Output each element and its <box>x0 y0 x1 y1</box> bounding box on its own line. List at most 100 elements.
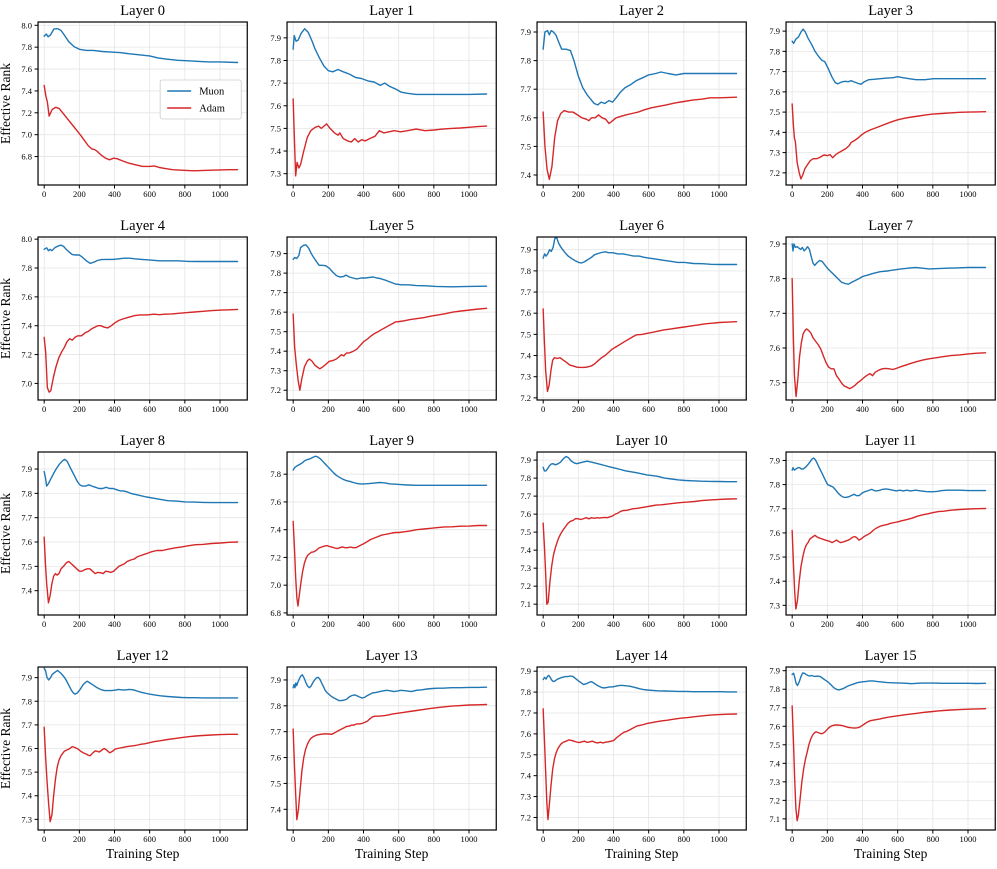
muon-line <box>43 244 239 265</box>
subplot-title: Layer 2 <box>619 3 664 19</box>
x-tick-label: 1000 <box>959 834 976 844</box>
adam-line <box>791 103 986 180</box>
subplot-layer-4: 7.0 7.2 7.4 7.6 7.8 8.0 0 200 400 600 800 1000 Layer… <box>0 215 249 430</box>
subplot-title: Layer 14 <box>615 648 668 664</box>
y-tick-label: 7.4 <box>520 771 531 781</box>
x-tick-label: 200 <box>821 619 834 629</box>
y-tick-label: 7.5 <box>21 767 32 777</box>
x-tick-label: 600 <box>143 189 156 199</box>
y-tick-label: 6.8 <box>271 608 282 618</box>
legend-box <box>159 79 242 120</box>
x-tick-label: 1000 <box>710 619 727 629</box>
chart-svg-layer-11: 7.3 7.4 7.5 7.6 7.7 7.8 7.9 0 200 400 600 800 1000 La… <box>769 433 996 629</box>
y-tick-label: 7.4 <box>769 127 780 137</box>
x-tick-label: 1000 <box>461 189 478 199</box>
x-tick-label: 1000 <box>710 189 727 199</box>
subplot-layer-1: 7.3 7.4 7.5 7.6 7.7 7.8 7.9 0 200 400 600 800 1000 La… <box>249 0 498 215</box>
adam-line <box>292 98 488 177</box>
x-tick-label: 0 <box>790 619 794 629</box>
x-tick-label: 0 <box>42 834 46 844</box>
y-tick-label: 7.5 <box>520 141 531 151</box>
x-tick-label: 200 <box>821 834 834 844</box>
y-tick-label: 7.5 <box>520 329 531 339</box>
x-tick-label: 400 <box>108 189 121 199</box>
x-tick-label: 600 <box>891 189 904 199</box>
x-tick-label: 1000 <box>211 619 228 629</box>
y-tick-label: 7.9 <box>271 249 282 259</box>
y-tick-label: 7.0 <box>21 378 32 388</box>
chart-svg-layer-1: 7.3 7.4 7.5 7.6 7.7 7.8 7.9 0 200 400 600 800 1000 La… <box>271 3 498 199</box>
subplot-layer-2: 7.4 7.5 7.6 7.7 7.8 7.9 0 200 400 600 800 1000 Layer… <box>499 0 748 215</box>
y-tick-label: 7.4 <box>520 170 531 180</box>
y-tick-label: 7.7 <box>769 703 780 713</box>
y-tick-label: 7.7 <box>769 308 780 318</box>
plot-border <box>37 451 248 616</box>
adam-line <box>43 726 239 823</box>
y-tick-label: 7.7 <box>520 708 531 718</box>
adam-line <box>541 308 737 393</box>
y-tick-label: 7.5 <box>769 107 780 117</box>
x-tick-label: 800 <box>677 834 690 844</box>
x-tick-label: 1000 <box>959 619 976 629</box>
y-tick-label: 7.9 <box>520 245 531 255</box>
subplot-title: Layer 3 <box>868 3 913 19</box>
y-tick-label: 7.5 <box>520 750 531 760</box>
y-tick-label: 7.3 <box>21 814 32 824</box>
y-tick-label: 7.6 <box>21 744 32 754</box>
adam-line <box>791 507 986 610</box>
y-tick-label: 7.2 <box>271 552 282 562</box>
muon-line <box>791 243 986 285</box>
y-tick-label: 7.0 <box>271 580 282 590</box>
y-tick-label: 7.8 <box>271 701 282 711</box>
chart-svg-layer-15: 7.1 7.2 7.3 7.4 7.5 7.6 7.7 7.8 7.9 0 200 400 600 800… <box>769 648 996 861</box>
y-tick-label: 7.8 <box>769 46 780 56</box>
x-tick-label: 0 <box>42 189 46 199</box>
x-tick-label: 800 <box>677 189 690 199</box>
x-tick-label: 400 <box>108 404 121 414</box>
y-tick-label: 7.4 <box>21 586 32 596</box>
y-tick-label: 7.0 <box>21 130 32 140</box>
x-tick-label: 400 <box>607 834 620 844</box>
chart-svg-layer-3: 7.2 7.3 7.4 7.5 7.6 7.7 7.8 7.9 0 200 400 600 800 100… <box>769 3 996 199</box>
x-tick-label: 1000 <box>959 189 976 199</box>
subplot-title: Layer 15 <box>864 648 916 664</box>
y-tick-label: 7.7 <box>271 288 282 298</box>
x-tick-label: 200 <box>571 189 584 199</box>
x-tick-label: 200 <box>322 619 335 629</box>
y-tick-label: 7.6 <box>21 537 32 547</box>
x-tick-label: 0 <box>291 404 295 414</box>
x-tick-label: 400 <box>856 189 869 199</box>
muon-line <box>541 674 737 693</box>
x-tick-label: 0 <box>291 619 295 629</box>
plot-border <box>286 666 498 831</box>
y-tick-label: 7.4 <box>271 346 282 356</box>
y-tick-label: 7.4 <box>21 791 32 801</box>
x-tick-label: 400 <box>856 404 869 414</box>
y-tick-label: 7.8 <box>21 42 32 52</box>
y-tick-label: 7.7 <box>520 287 531 297</box>
x-tick-label: 600 <box>891 834 904 844</box>
x-tick-label: 1000 <box>211 189 228 199</box>
y-tick-label: 7.4 <box>520 351 531 361</box>
x-tick-label: 400 <box>856 619 869 629</box>
y-tick-label: 7.7 <box>271 727 282 737</box>
y-tick-label: 7.6 <box>271 101 282 111</box>
y-tick-label: 7.3 <box>520 792 531 802</box>
y-tick-label: 7.9 <box>21 673 32 683</box>
y-tick-label: 7.8 <box>769 480 780 490</box>
muon-line <box>292 455 488 486</box>
y-tick-label: 7.9 <box>769 239 780 249</box>
y-tick-label: 7.8 <box>769 684 780 694</box>
muon-line <box>43 458 239 504</box>
x-tick-label: 600 <box>891 404 904 414</box>
x-tick-label: 200 <box>322 834 335 844</box>
y-tick-label: 7.8 <box>21 488 32 498</box>
muon-line <box>292 674 488 702</box>
x-tick-label: 200 <box>73 189 86 199</box>
x-tick-label: 1000 <box>710 404 727 414</box>
y-tick-label: 6.8 <box>21 152 32 162</box>
x-tick-label: 1000 <box>710 834 727 844</box>
x-tick-label: 600 <box>143 619 156 629</box>
plot-border <box>785 451 996 616</box>
y-tick-label: 7.6 <box>769 721 780 731</box>
